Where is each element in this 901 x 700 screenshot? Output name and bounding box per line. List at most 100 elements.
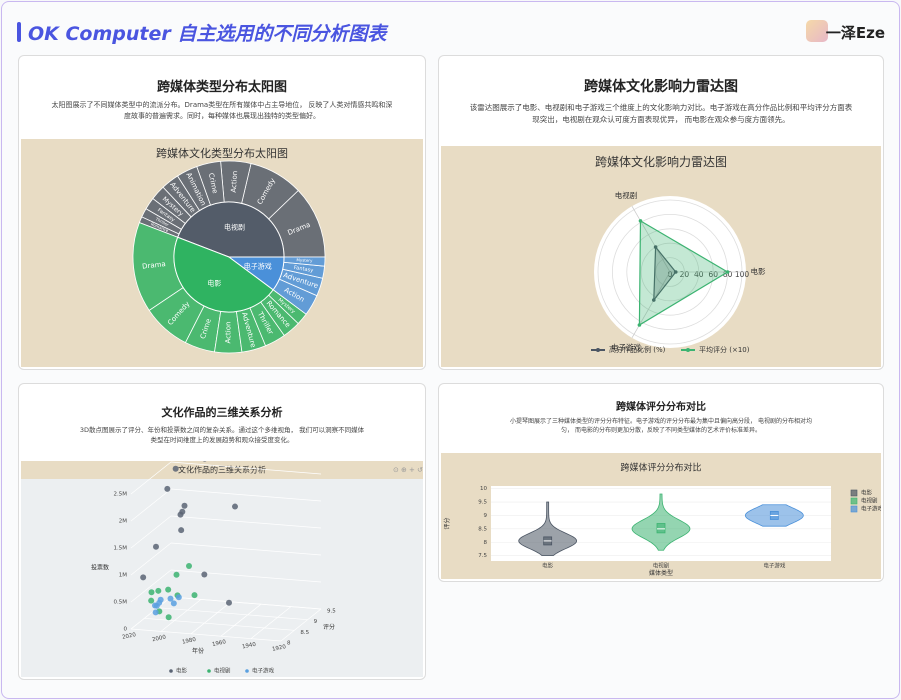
x-tick-label: 1980 [182, 637, 197, 646]
legend-label: 高分作品比例 (%) [609, 345, 666, 354]
accent-bar [17, 22, 21, 42]
grid-line [130, 515, 172, 549]
brand: 一泽Eze [825, 24, 885, 42]
parent-label: 电视剧 [224, 222, 245, 231]
legend-label: 电子游戏 [252, 667, 275, 675]
violin-box [656, 523, 666, 534]
radar-axis [631, 271, 671, 339]
scatter-point [156, 599, 163, 606]
scatter-point [155, 587, 162, 594]
parent-label: 电子游戏 [244, 261, 272, 270]
scatter-point [173, 571, 180, 578]
grid-line [130, 628, 282, 642]
radar-axis [631, 205, 671, 273]
toolbar-icon: + [409, 466, 415, 474]
chart-title: 跨媒体文化类型分布太阳图 [156, 146, 288, 160]
y-axis-label: 评分 [443, 517, 451, 529]
grid-line [170, 461, 322, 475]
z-axis-label: 投票数 [91, 564, 109, 572]
grid-line [130, 569, 172, 603]
legend-marker [596, 348, 600, 352]
axis-label: 电影 [751, 266, 766, 276]
avatar [806, 20, 828, 42]
r-tick-label: 40 [694, 270, 704, 279]
segment-label: Mystery [296, 257, 313, 263]
plot-background [21, 479, 423, 677]
sunburst-parent [177, 201, 285, 258]
chart: 文化作品的三维关系分析 ⊙ ⊕ + ↺ 0 0.5M 1M 1.5M 2M 2.5M 2020 2000… [21, 455, 423, 677]
scatter-point [140, 574, 147, 581]
card: 文化作品的三维关系分析 3D散点图展示了评分、年份和投票数之间的复杂关系。通过这… [18, 383, 426, 680]
scatter-point [232, 503, 238, 510]
toolbar-icon: ⊙ [393, 466, 399, 474]
z-tick-label: 1M [119, 573, 127, 579]
scatter-point [186, 563, 192, 570]
legend-marker [207, 669, 211, 673]
card: 跨媒体评分分布对比 小提琴图展示了三种媒体类型的评分分布特征。电子游戏的评分分布… [438, 383, 884, 582]
y-tick-label: 8 [287, 641, 291, 647]
toolbar-icon: ↺ [417, 466, 423, 474]
z-tick-label: 0 [124, 627, 128, 633]
legend-marker [169, 669, 173, 673]
x-tick-label: 1940 [242, 642, 257, 651]
chart-title: 跨媒体评分分布对比 [620, 462, 701, 474]
y-tick-label: 7.5 [478, 553, 487, 559]
scatter-point [153, 543, 159, 550]
card-description: 太阳图展示了不同媒体类型中的流派分布。Drama类型在所有媒体中占主导地位， 反… [51, 101, 393, 120]
radar-point [725, 270, 730, 274]
axis-label: 电子游戏 [611, 342, 641, 352]
radar-point [673, 270, 678, 274]
legend-label: 电视剧 [861, 497, 878, 505]
scatter-point [177, 511, 184, 518]
legend-marker [686, 348, 690, 352]
grid-line [160, 599, 202, 632]
grid-line [130, 596, 172, 630]
card-title: 跨媒体文化影响力雷达图 [584, 79, 738, 95]
legend-swatch [850, 489, 858, 497]
legend-swatch [850, 505, 858, 513]
segment-label: Action [224, 321, 232, 343]
scatter-point [175, 594, 182, 601]
r-tick-label: 80 [723, 270, 733, 279]
page-title: OK Computer 自主选用的不同分析图表 [28, 23, 387, 45]
sunburst-parent [227, 256, 285, 291]
scatter-point [226, 599, 232, 606]
radar-point [637, 323, 642, 327]
x-tick-label: 2000 [152, 634, 167, 643]
r-tick-label: 0 [668, 270, 673, 279]
scatter-point [178, 527, 185, 534]
card-description: 3D散点图展示了评分、年份和投票数之间的复杂关系。通过这个多维视角， 我们可以洞… [79, 426, 365, 445]
card: 跨媒体文化影响力雷达图 该雷达图展示了电影、电视剧和电子游戏三个维度上的文化影响… [438, 55, 884, 370]
toolbar-icon: ⊕ [401, 466, 407, 474]
grid-line [170, 569, 322, 583]
x-axis-label: 媒体类型 [649, 569, 673, 577]
violin-shape [631, 493, 691, 551]
legend-label: 电影 [861, 489, 873, 497]
r-tick-label: 100 [735, 270, 750, 279]
grid-line [220, 603, 262, 637]
scatter-point [201, 571, 208, 578]
grid-line [130, 542, 172, 576]
y-tick-label: 8 [484, 540, 488, 546]
grid-line [144, 617, 295, 631]
scatter-point [165, 586, 172, 593]
grid-line [190, 601, 232, 635]
radar-area [638, 219, 729, 327]
grid-line [170, 515, 322, 529]
legend-label: 平均评分 (×10) [699, 345, 750, 354]
legend-marker [245, 669, 249, 673]
parent-label: 电影 [207, 279, 221, 288]
x-tick-label: 2020 [122, 632, 137, 641]
chart: 跨媒体文化类型分布太阳图DramaComedyActionCrimeAnimat… [132, 146, 326, 354]
z-tick-label: 2.5M [114, 492, 128, 498]
radar-point [652, 298, 656, 302]
y-axis-label: 评分 [323, 623, 335, 631]
scatter-point [201, 455, 208, 462]
r-tick-label: 60 [708, 270, 718, 279]
axis-label: 电视剧 [615, 190, 638, 200]
y-tick-label: 9.5 [478, 500, 487, 506]
grid-line [250, 606, 292, 639]
x-axis-label: 年份 [192, 647, 204, 655]
